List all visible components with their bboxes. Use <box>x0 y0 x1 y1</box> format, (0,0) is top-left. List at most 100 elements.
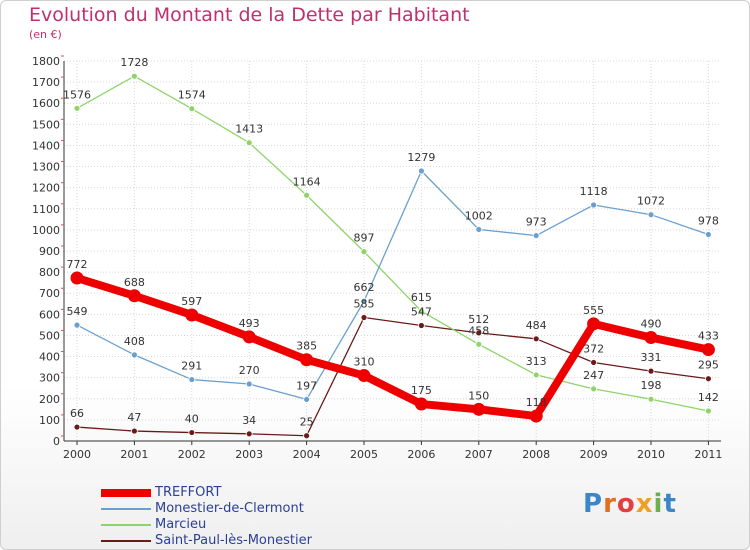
data-label-saint-paul-l-s-monestier-2010: 331 <box>641 351 662 364</box>
series-line-monestier-de-clermont <box>76 170 710 401</box>
series-line-marcieu <box>76 75 710 412</box>
series-point-saint-paul-l-s-monestier-2008 <box>532 335 540 343</box>
series-point-saint-paul-l-s-monestier-2006 <box>417 322 425 329</box>
legend-label-monestier: Monestier-de-Clermont <box>155 501 304 516</box>
series-point-treffort-2000 <box>70 271 84 285</box>
x-tick-label-2000: 2000 <box>63 448 91 461</box>
series-point-saint-paul-l-s-monestier-2003 <box>245 430 253 438</box>
data-label-treffort-2009: 555 <box>583 304 604 317</box>
y-tick-label-300: 300 <box>39 372 60 385</box>
data-label-saint-paul-l-s-monestier-2005: 585 <box>354 298 375 311</box>
data-label-saint-paul-l-s-monestier-2009: 372 <box>583 342 604 355</box>
data-label-marcieu-2005: 897 <box>354 232 375 245</box>
series-point-treffort-2001 <box>127 289 141 303</box>
series-point-monestier-de-clermont-2011 <box>705 231 712 238</box>
y-tick-label-1600: 1600 <box>32 97 60 110</box>
y-tick-label-0: 0 <box>53 435 60 448</box>
y-tick-label-100: 100 <box>39 414 60 427</box>
x-tick-label-2004: 2004 <box>293 448 321 461</box>
x-tick-label-2007: 2007 <box>465 448 493 461</box>
data-label-monestier-de-clermont-2003: 270 <box>239 364 260 377</box>
data-label-monestier-de-clermont-2002: 291 <box>181 360 202 373</box>
data-label-treffort-2011: 433 <box>698 330 719 343</box>
x-tick-label-2011: 2011 <box>694 448 722 461</box>
data-label-treffort-2003: 493 <box>239 317 260 330</box>
legend-item-marcieu[interactable]: Marcieu <box>101 517 312 533</box>
series-point-monestier-de-clermont-2008 <box>532 232 540 239</box>
data-label-treffort-2001: 688 <box>124 276 145 289</box>
data-label-saint-paul-l-s-monestier-2004: 25 <box>300 416 314 429</box>
legend-swatch-saint-paul <box>101 540 151 542</box>
series-point-marcieu-2007 <box>475 340 483 348</box>
y-tick-label-700: 700 <box>39 287 60 300</box>
x-tick-label-2005: 2005 <box>350 448 378 461</box>
y-tick-label-1700: 1700 <box>32 76 60 89</box>
series-point-monestier-de-clermont-2003 <box>245 380 253 388</box>
data-label-marcieu-2006: 615 <box>411 291 432 304</box>
legend-swatch-monestier <box>101 508 151 510</box>
legend-label-treffort: TREFFORT <box>155 485 222 500</box>
series-point-treffort-2003 <box>242 330 256 344</box>
series-point-treffort-2009 <box>587 317 601 331</box>
data-label-monestier-de-clermont-2010: 1072 <box>637 195 665 208</box>
data-label-marcieu-2009: 247 <box>583 369 604 382</box>
chart-title: Evolution du Montant de la Dette par Hab… <box>29 4 470 26</box>
legend-swatch-marcieu <box>101 524 151 526</box>
y-tick-label-200: 200 <box>39 393 60 406</box>
data-label-saint-paul-l-s-monestier-2008: 484 <box>526 319 547 332</box>
data-label-marcieu-2011: 142 <box>698 391 719 404</box>
data-label-monestier-de-clermont-2006: 1279 <box>407 151 435 164</box>
series-point-saint-paul-l-s-monestier-2002 <box>188 429 196 436</box>
data-label-treffort-2004: 385 <box>296 340 317 353</box>
data-label-marcieu-2002: 1574 <box>178 89 206 102</box>
series-point-marcieu-2001 <box>130 72 138 80</box>
series-point-monestier-de-clermont-2004 <box>303 396 311 403</box>
data-label-saint-paul-l-s-monestier-2000: 66 <box>70 407 84 420</box>
chart-subtitle: (en €) <box>29 28 62 41</box>
x-tick-label-2002: 2002 <box>178 448 206 461</box>
legend: TREFFORT Monestier-de-Clermont Marcieu S… <box>101 485 312 549</box>
legend-item-treffort[interactable]: TREFFORT <box>101 485 312 501</box>
series-point-saint-paul-l-s-monestier-2007 <box>475 329 483 337</box>
series-point-treffort-2010 <box>644 331 658 345</box>
data-label-saint-paul-l-s-monestier-2003: 34 <box>242 414 256 427</box>
series-point-monestier-de-clermont-2001 <box>130 351 138 359</box>
legend-label-saint-paul: Saint-Paul-lès-Monestier <box>155 533 312 548</box>
data-label-monestier-de-clermont-2005: 662 <box>354 281 375 294</box>
data-label-monestier-de-clermont-2001: 408 <box>124 335 145 348</box>
series-point-saint-paul-l-s-monestier-2004 <box>303 432 311 440</box>
data-label-saint-paul-l-s-monestier-2007: 512 <box>468 313 489 326</box>
series-point-treffort-2002 <box>185 308 199 322</box>
data-label-treffort-2002: 597 <box>181 295 202 308</box>
data-label-treffort-2007: 150 <box>468 389 489 402</box>
y-tick-label-800: 800 <box>39 266 60 279</box>
y-tick-label-600: 600 <box>39 308 60 321</box>
legend-item-monestier[interactable]: Monestier-de-Clermont <box>101 501 312 517</box>
data-label-marcieu-2004: 1164 <box>293 175 321 188</box>
y-tick-label-1800: 1800 <box>32 55 60 68</box>
series-point-saint-paul-l-s-monestier-2000 <box>73 423 81 431</box>
series-point-monestier-de-clermont-2010 <box>647 211 655 219</box>
series-point-marcieu-2005 <box>360 248 368 256</box>
series-point-monestier-de-clermont-2005 <box>360 297 368 305</box>
legend-item-saint-paul[interactable]: Saint-Paul-lès-Monestier <box>101 533 312 549</box>
series-point-treffort-2011 <box>701 343 715 357</box>
series-point-marcieu-2000 <box>73 104 81 112</box>
y-tick-label-1400: 1400 <box>32 139 60 152</box>
data-label-treffort-2005: 310 <box>354 356 375 369</box>
y-tick-label-1000: 1000 <box>32 224 60 237</box>
x-tick-label-2003: 2003 <box>235 448 263 461</box>
series-point-monestier-de-clermont-2007 <box>475 226 483 233</box>
series-line-treffort <box>73 274 713 421</box>
series-point-treffort-2008 <box>529 409 543 423</box>
proxiti-logo[interactable]: Proxit <box>583 489 677 519</box>
y-tick-label-400: 400 <box>39 351 60 364</box>
series-point-treffort-2004 <box>300 353 314 367</box>
data-label-monestier-de-clermont-2011: 978 <box>698 215 719 228</box>
data-label-saint-paul-l-s-monestier-2001: 47 <box>127 411 141 424</box>
data-label-treffort-2010: 490 <box>641 318 662 331</box>
series-point-treffort-2005 <box>357 369 371 383</box>
x-tick-label-2009: 2009 <box>580 448 608 461</box>
